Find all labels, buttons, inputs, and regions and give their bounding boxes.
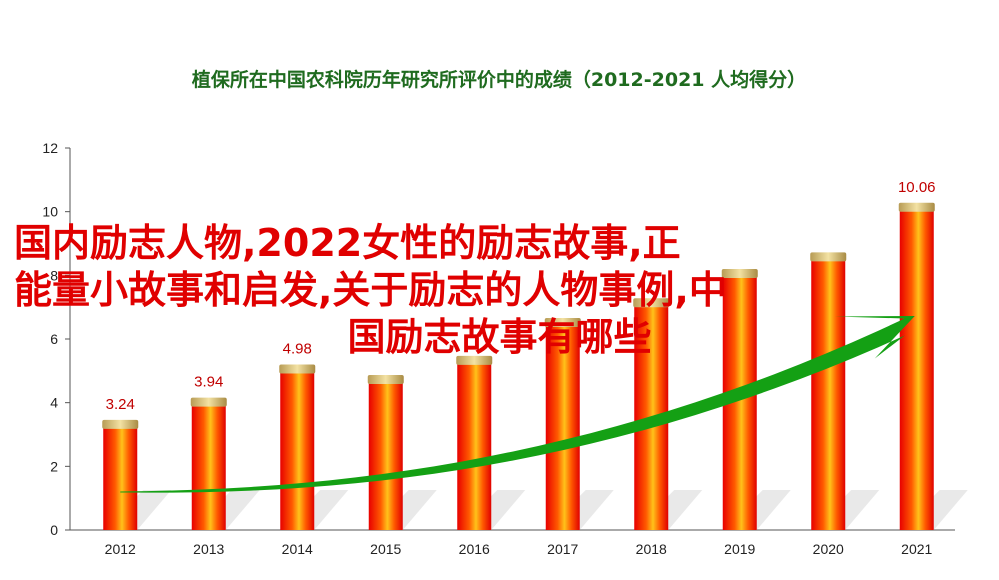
data-label-2012: 3.24 [106, 396, 135, 413]
bar-2015 [368, 381, 403, 530]
x-tick-label: 2018 [636, 541, 667, 557]
bar-cap-2013 [190, 397, 227, 407]
bar-cap-2018 [633, 298, 670, 308]
bar-2013 [191, 404, 226, 530]
x-tick-label: 2014 [282, 541, 313, 557]
y-tick-label: 12 [42, 140, 58, 156]
x-tick-label: 2012 [105, 541, 136, 557]
bar-cap-2020 [810, 252, 847, 262]
bar-cap-2015 [367, 374, 404, 384]
bar-cap-2014 [279, 364, 316, 374]
x-tick-label: 2016 [459, 541, 490, 557]
data-label-2021: 10.06 [898, 179, 936, 196]
y-tick-label: 4 [50, 395, 58, 411]
y-tick-label: 2 [50, 458, 58, 474]
data-label-2014: 4.98 [283, 340, 312, 357]
x-tick-label: 2019 [724, 541, 755, 557]
data-label-2013: 3.94 [194, 374, 223, 391]
bar-2016 [457, 362, 492, 530]
bar-cap-2012 [102, 419, 139, 429]
x-tick-label: 2017 [547, 541, 578, 557]
bar-2012 [103, 426, 138, 530]
bar-cap-2016 [456, 355, 493, 365]
y-tick-label: 0 [50, 522, 58, 538]
bar-2021 [899, 209, 934, 531]
bar-cap-2019 [721, 268, 758, 278]
x-tick-label: 2015 [370, 541, 401, 557]
bar-2014 [280, 371, 315, 530]
y-tick-label: 10 [42, 204, 58, 220]
x-tick-label: 2021 [901, 541, 932, 557]
bar-2017 [545, 324, 580, 530]
chart-title: 植保所在中国农科院历年研究所评价中的成绩（2012-2021 人均得分） [192, 68, 806, 91]
trend-arrow [120, 316, 915, 493]
x-tick-label: 2020 [813, 541, 844, 557]
bar-2020 [811, 259, 846, 530]
x-tick-label: 2013 [193, 541, 224, 557]
bar-cap-2021 [898, 202, 935, 212]
y-tick-label: 8 [50, 267, 58, 283]
y-tick-label: 6 [50, 331, 58, 347]
bar-cap-2017 [544, 317, 581, 327]
